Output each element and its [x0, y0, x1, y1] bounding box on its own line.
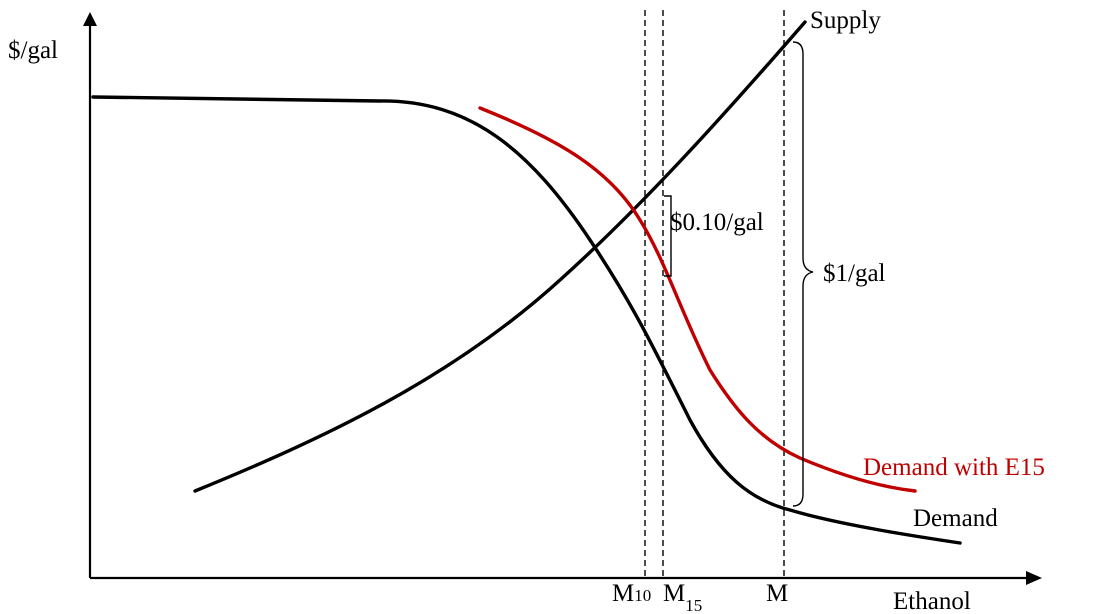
supply-label: Supply	[810, 7, 881, 34]
axes	[83, 12, 1042, 585]
large-gap-brace	[792, 41, 814, 507]
m10-subscript: 10	[634, 586, 651, 605]
x-axis-arrow	[1026, 571, 1042, 585]
m10-base: M	[612, 580, 634, 607]
demand-e15-label: Demand with E15	[863, 454, 1045, 481]
m10-label: M10	[612, 580, 651, 607]
m15-base: M	[663, 580, 685, 607]
y-axis-arrow	[83, 12, 97, 26]
supply-curve	[193, 20, 807, 493]
demand-curve	[91, 95, 962, 545]
large-gap-annotation: $1/gal	[823, 260, 886, 287]
small-gap-annotation: $0.10/gal	[670, 209, 764, 236]
m15-label: M15	[663, 580, 702, 614]
y-axis-label: $/gal	[8, 37, 58, 64]
reference-lines	[644, 10, 785, 578]
m-label: M	[766, 580, 788, 607]
demand-e15-curve	[478, 106, 917, 493]
m15-subscript: 15	[685, 596, 702, 614]
small-gap-bracket	[664, 195, 672, 277]
demand-label: Demand	[913, 505, 998, 532]
x-axis-label: Ethanol	[893, 588, 971, 614]
